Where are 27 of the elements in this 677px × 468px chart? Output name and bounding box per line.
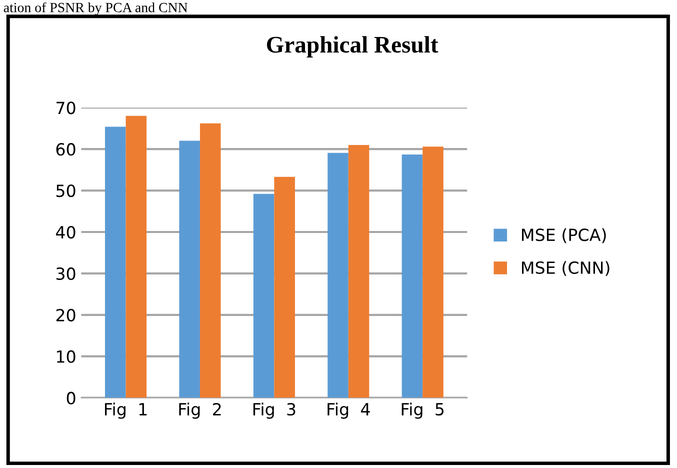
y-tick-label: 50: [56, 184, 76, 198]
x-tick-label: Fig 4: [328, 402, 370, 419]
bar: [126, 116, 147, 398]
bar: [274, 176, 295, 398]
bar: [253, 194, 274, 398]
text: ation of PSNR by PCA and CNN: [4, 2, 188, 16]
legend-label: MSE (PCA): [522, 228, 606, 244]
bar: [200, 123, 221, 398]
x-tick-label: Fig 3: [253, 402, 296, 419]
x-tick-label: Fig 1: [105, 402, 147, 419]
y-tick-label: 60: [56, 143, 76, 156]
y-tick-label: 30: [56, 267, 76, 280]
bar: [104, 126, 126, 398]
y-tick-label: 40: [56, 226, 76, 239]
legend-label: MSE (CNN): [522, 261, 610, 276]
bar: [179, 140, 200, 398]
bar: [422, 146, 444, 398]
x-tick-label: Fig 2: [179, 402, 221, 419]
bar: [402, 154, 423, 398]
y-tick-label: 10: [57, 350, 76, 363]
y-tick-label: 20: [56, 308, 76, 322]
y-tick-label: 70: [56, 102, 76, 114]
chart-title: Graphical Result: [266, 36, 438, 58]
bar: [348, 144, 370, 398]
bar: [328, 152, 348, 398]
x-tick-label: Fig 5: [402, 402, 444, 419]
y-tick-label: 0: [66, 392, 76, 404]
